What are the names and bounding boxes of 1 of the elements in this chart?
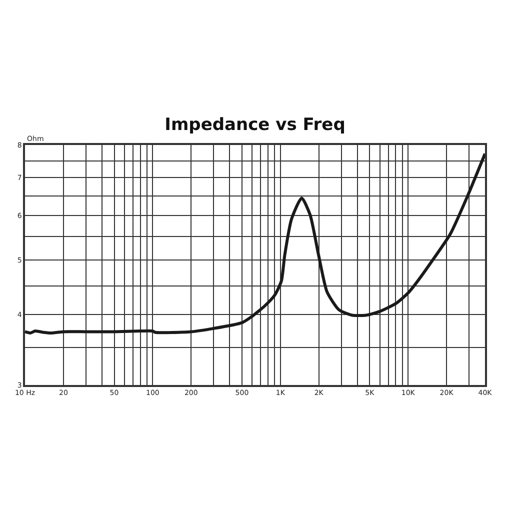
chart-title: Impedance vs Freq (164, 115, 346, 136)
